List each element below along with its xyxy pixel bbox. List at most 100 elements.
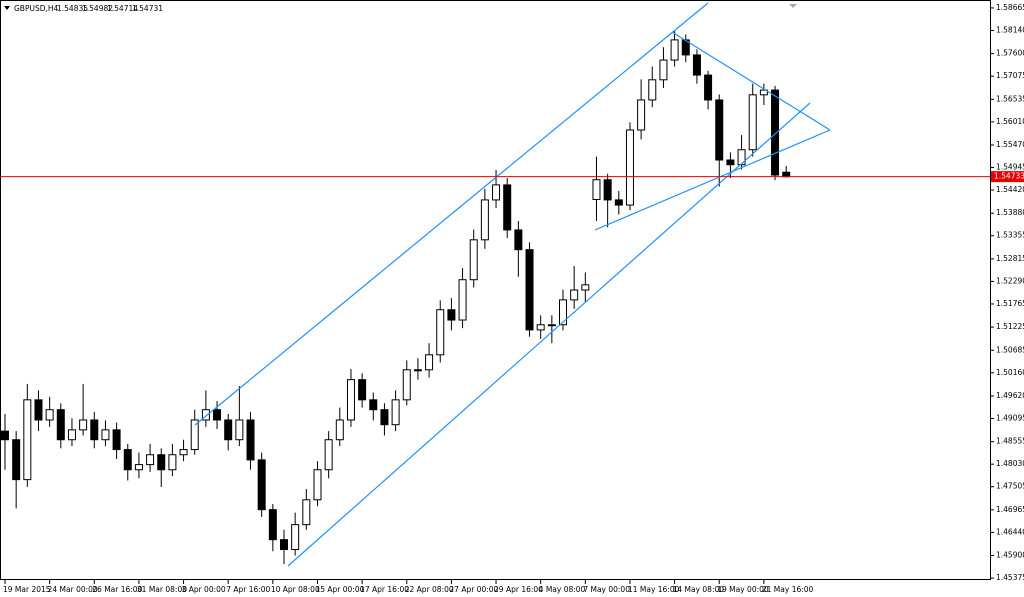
x-tick-label: 7 May 00:00 xyxy=(583,585,630,594)
candle-body xyxy=(648,79,657,101)
candle-body xyxy=(246,419,255,461)
x-tick-label: 22 Apr 08:00 xyxy=(405,585,454,594)
y-tick-label: 1.50685 xyxy=(996,345,1024,354)
candle-body xyxy=(469,239,478,281)
y-tick-label: 1.51765 xyxy=(996,299,1024,308)
current-price-box xyxy=(991,171,1024,183)
candle-body xyxy=(771,89,780,176)
candle-body xyxy=(447,309,456,321)
triangle-upper xyxy=(671,31,831,131)
y-tick-label: 1.46440 xyxy=(996,527,1024,536)
candle-body xyxy=(23,399,32,481)
y-tick-label: 1.58140 xyxy=(996,25,1024,34)
trendlines xyxy=(194,2,831,567)
candle-body xyxy=(224,419,233,441)
candle-body xyxy=(525,249,534,331)
candle-body xyxy=(782,171,791,178)
candle-body xyxy=(190,419,199,451)
x-tick-label: 14 May 08:00 xyxy=(673,585,725,594)
x-tick-label: 21 May 16:00 xyxy=(762,585,814,594)
candle-body xyxy=(759,89,768,96)
y-tick-label: 1.54945 xyxy=(996,163,1024,172)
candle-body xyxy=(67,429,76,441)
candle-body xyxy=(346,379,355,421)
candle-body xyxy=(536,324,545,331)
y-tick-label: 1.51225 xyxy=(996,322,1024,331)
header-low: 1.54714 xyxy=(107,4,138,13)
candle-body xyxy=(34,399,43,421)
candle-body xyxy=(692,54,701,76)
x-tick-label: 31 Mar 08:00 xyxy=(137,585,187,594)
y-tick-label: 1.49620 xyxy=(996,391,1024,400)
y-tick-label: 1.53355 xyxy=(996,231,1024,240)
candle-body xyxy=(547,324,556,327)
candle-body xyxy=(715,99,724,161)
candle-body xyxy=(670,39,679,61)
candle-body xyxy=(201,409,210,421)
candle-body xyxy=(369,399,378,411)
y-tick-label: 1.56010 xyxy=(996,117,1024,126)
y-tick-label: 1.57600 xyxy=(996,49,1024,58)
y-tick-label: 1.50160 xyxy=(996,368,1024,377)
candle-body xyxy=(213,409,222,421)
candle-body xyxy=(291,524,300,551)
x-tick-label: 29 Apr 16:00 xyxy=(494,585,543,594)
y-tick-label: 1.49095 xyxy=(996,413,1024,422)
y-tick-label: 1.48030 xyxy=(996,459,1024,468)
current-price-label: 1.54733 xyxy=(994,172,1024,181)
candles xyxy=(1,30,791,565)
channel-lower xyxy=(287,102,811,567)
candle-body xyxy=(268,509,277,541)
y-tick-label: 1.55470 xyxy=(996,140,1024,149)
symbol-title: GBPUSD,H4 xyxy=(14,4,59,13)
y-tick-label: 1.58665 xyxy=(996,3,1024,12)
y-tick-label: 1.45375 xyxy=(996,573,1024,582)
candle-body xyxy=(425,354,434,371)
candle-body xyxy=(614,199,623,206)
x-tick-label: 17 Apr 16:00 xyxy=(360,585,409,594)
candle-body xyxy=(402,369,411,401)
header-high: 1.54982 xyxy=(82,4,113,13)
y-tick-label: 1.45900 xyxy=(996,551,1024,560)
shift-marker xyxy=(789,4,797,8)
menu-arrow xyxy=(4,6,10,10)
triangle-lower xyxy=(594,129,831,231)
x-tick-label: 11 May 16:00 xyxy=(628,585,680,594)
y-tick-label: 1.57075 xyxy=(996,71,1024,80)
candle-body xyxy=(503,184,512,231)
candle-body xyxy=(592,179,601,200)
x-tick-label: 15 Apr 00:00 xyxy=(315,585,364,594)
candle-body xyxy=(391,399,400,426)
x-tick-label: 27 Apr 00:00 xyxy=(449,585,498,594)
candle-body xyxy=(704,74,713,101)
candle-body xyxy=(313,469,322,501)
candle-body xyxy=(737,149,746,166)
candle-body xyxy=(79,419,88,431)
y-tick-label: 1.53880 xyxy=(996,208,1024,217)
candle-body xyxy=(302,499,311,526)
candle-body xyxy=(492,184,501,201)
candle-body xyxy=(436,309,445,356)
candle-body xyxy=(101,429,110,441)
x-tick-label: 3 Apr 00:00 xyxy=(182,585,226,594)
x-tick-label: 24 Mar 00:00 xyxy=(48,585,98,594)
candle-body xyxy=(637,99,646,131)
candle-body xyxy=(45,409,54,421)
candle-body xyxy=(603,179,612,201)
candle-body xyxy=(625,129,634,206)
x-tick-label: 4 May 08:00 xyxy=(539,585,586,594)
candle-body xyxy=(134,464,143,471)
candle-body xyxy=(146,454,155,466)
y-tick-label: 1.52290 xyxy=(996,276,1024,285)
candle-body xyxy=(56,409,65,441)
candle-body xyxy=(257,459,266,511)
candle-body xyxy=(458,279,467,321)
y-tick-label: 1.52815 xyxy=(996,254,1024,263)
y-tick-label: 1.47505 xyxy=(996,482,1024,491)
candle-body xyxy=(581,284,590,291)
header-close: 1.54731 xyxy=(132,4,163,13)
candle-body xyxy=(12,439,21,481)
candle-body xyxy=(235,419,244,441)
candle-body xyxy=(112,429,121,451)
